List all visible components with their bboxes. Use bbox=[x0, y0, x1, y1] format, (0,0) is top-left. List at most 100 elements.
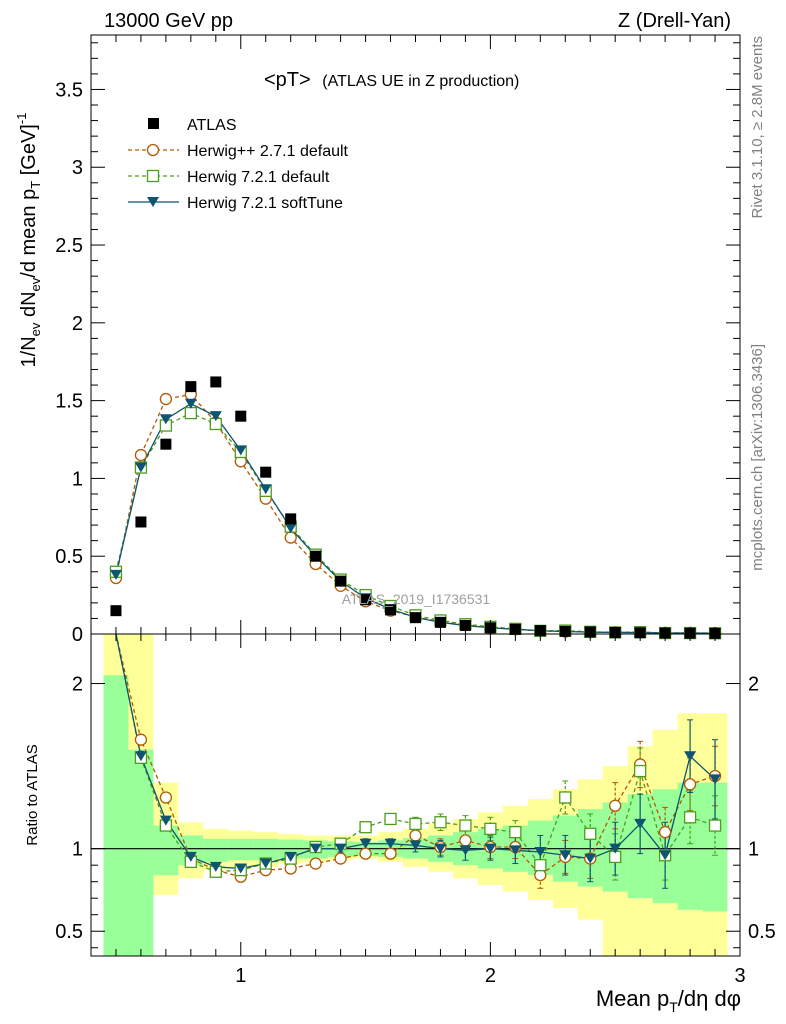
ratio-point-herwig721 bbox=[584, 827, 597, 840]
ratio-point-herwigpp bbox=[459, 834, 472, 847]
ratio-ytick-label-left: 1 bbox=[72, 839, 83, 861]
legend-label-softtune: Herwig 7.2.1 softTune bbox=[187, 195, 343, 212]
ratio-point-softtune bbox=[659, 850, 672, 861]
main-point-atlas bbox=[285, 513, 297, 525]
ratio-point-herwig721 bbox=[484, 822, 497, 836]
main-ytick-label: 3 bbox=[72, 157, 83, 179]
main-point-softtune bbox=[109, 569, 122, 580]
main-point-atlas bbox=[310, 550, 322, 562]
ratio-point-softtune bbox=[184, 851, 197, 862]
ratio-ytick-label-right: 1 bbox=[748, 839, 759, 861]
ratio-point-herwig721 bbox=[384, 812, 397, 826]
main-title-main: <pT> bbox=[264, 69, 311, 91]
main-point-atlas bbox=[185, 381, 197, 393]
x-tick-label: 3 bbox=[734, 965, 745, 987]
legend-marker-herwigpp bbox=[146, 143, 160, 157]
ratio-band-inner bbox=[103, 675, 129, 956]
main-point-softtune bbox=[209, 411, 222, 422]
main-point-atlas bbox=[160, 438, 172, 450]
main-point-atlas bbox=[110, 605, 122, 617]
ratio-band-inner bbox=[253, 838, 279, 861]
main-ytick-label: 1 bbox=[72, 468, 83, 490]
ratio-point-herwigpp bbox=[334, 852, 347, 865]
main-title-suffix: (ATLAS UE in Z production) bbox=[322, 73, 519, 90]
ratio-point-herwig721 bbox=[509, 826, 522, 839]
ratio-point-softtune bbox=[634, 818, 647, 829]
ratio-point-softtune bbox=[509, 845, 522, 856]
mcplots-label: mcplots.cern.ch [arXiv:1306.3436] bbox=[749, 344, 766, 571]
x-tick-label: 2 bbox=[485, 965, 496, 987]
main-point-softtune bbox=[159, 414, 172, 425]
x-tick-label: 1 bbox=[235, 965, 246, 987]
ratio-panel: 1 2 30.5 0.51 12 2 Ratio to ATLAS bbox=[24, 633, 776, 987]
ratio-point-herwig721 bbox=[459, 819, 472, 832]
ratio-point-herwigpp bbox=[609, 799, 622, 812]
ratio-point-herwigpp bbox=[359, 847, 372, 860]
ratio-band-inner bbox=[228, 838, 254, 861]
legend-marker-atlas bbox=[148, 118, 159, 129]
ratio-point-herwigpp bbox=[658, 826, 672, 839]
ratio-point-softtune bbox=[684, 751, 697, 762]
watermark: ATLAS_2019_I1736531 bbox=[342, 591, 491, 607]
ratio-point-softtune bbox=[484, 843, 497, 854]
main-point-herwig721 bbox=[184, 406, 197, 420]
x-axis-label: Mean pT/dη dφ bbox=[596, 986, 741, 1015]
ratio-point-softtune bbox=[134, 751, 147, 762]
legend-label-atlas: ATLAS bbox=[187, 117, 237, 134]
main-point-herwigpp bbox=[159, 392, 173, 406]
legend-label-herwig721: Herwig 7.2.1 default bbox=[187, 169, 330, 186]
ratio-point-softtune bbox=[609, 843, 622, 854]
ratio-point-herwig721 bbox=[409, 817, 422, 831]
ratio-point-herwigpp bbox=[409, 829, 422, 842]
main-ylabel: 1/Nev dNev/d mean pT [GeV]-1 bbox=[14, 113, 43, 368]
main-point-atlas bbox=[459, 619, 471, 631]
main-ytick-label: 3.5 bbox=[55, 79, 83, 101]
ratio-point-herwig721 bbox=[359, 821, 372, 834]
main-ytick-label: 2.5 bbox=[55, 235, 83, 257]
main-point-softtune bbox=[134, 462, 147, 473]
ratio-point-softtune bbox=[309, 843, 322, 854]
main-point-softtune bbox=[184, 398, 197, 409]
ratio-point-herwig721 bbox=[634, 764, 647, 778]
ratio-series-group bbox=[112, 634, 722, 889]
main-point-atlas bbox=[260, 466, 272, 478]
main-point-herwigpp bbox=[284, 531, 297, 544]
main-point-atlas bbox=[135, 516, 147, 528]
main-ytick-label: 0 bbox=[72, 624, 83, 646]
ratio-band-inner bbox=[128, 749, 154, 956]
legend-marker-softtune bbox=[147, 197, 159, 207]
ratio-point-softtune bbox=[259, 858, 272, 869]
ratio-point-softtune bbox=[434, 843, 447, 854]
ratio-point-softtune bbox=[584, 853, 597, 864]
ratio-point-herwig721 bbox=[434, 816, 447, 829]
header-left: 13000 GeV pp bbox=[104, 10, 233, 32]
ratio-band-inner bbox=[203, 838, 229, 862]
ratio-point-herwigpp bbox=[309, 857, 322, 870]
ratio-point-softtune bbox=[384, 838, 397, 849]
header-right: Z (Drell-Yan) bbox=[618, 10, 731, 32]
main-panel: ATLAS_2019_I1736531 <pT> (ATLAS UE in Z … bbox=[14, 34, 741, 646]
ratio-point-herwig721 bbox=[559, 791, 572, 804]
ratio-ytick-label-right: 2 bbox=[748, 674, 759, 696]
main-point-atlas bbox=[410, 612, 421, 624]
main-point-atlas bbox=[335, 575, 347, 587]
ratio-point-herwig721 bbox=[708, 819, 722, 832]
main-point-herwigpp bbox=[134, 448, 148, 462]
ratio-point-herwig721 bbox=[683, 811, 697, 824]
ratio-ytick-label-left: 2 bbox=[72, 674, 83, 696]
rivet-label: Rivet 3.1.10, ≥ 2.8M events bbox=[749, 36, 766, 219]
main-point-softtune bbox=[234, 445, 247, 456]
main-ytick-label: 0.5 bbox=[55, 546, 83, 568]
main-ytick-label: 2 bbox=[72, 313, 83, 335]
main-point-atlas bbox=[210, 376, 222, 388]
ratio-point-herwigpp bbox=[683, 778, 697, 791]
ratio-ytick-label-right: 0.5 bbox=[748, 921, 776, 943]
ratio-point-softtune bbox=[409, 840, 422, 851]
main-point-atlas bbox=[360, 594, 372, 606]
main-point-softtune bbox=[259, 484, 272, 495]
main-title: <pT> (ATLAS UE in Z production) bbox=[264, 69, 519, 91]
ratio-point-herwigpp bbox=[159, 791, 173, 804]
ratio-point-herwigpp bbox=[384, 847, 397, 860]
ratio-point-softtune bbox=[284, 851, 297, 862]
